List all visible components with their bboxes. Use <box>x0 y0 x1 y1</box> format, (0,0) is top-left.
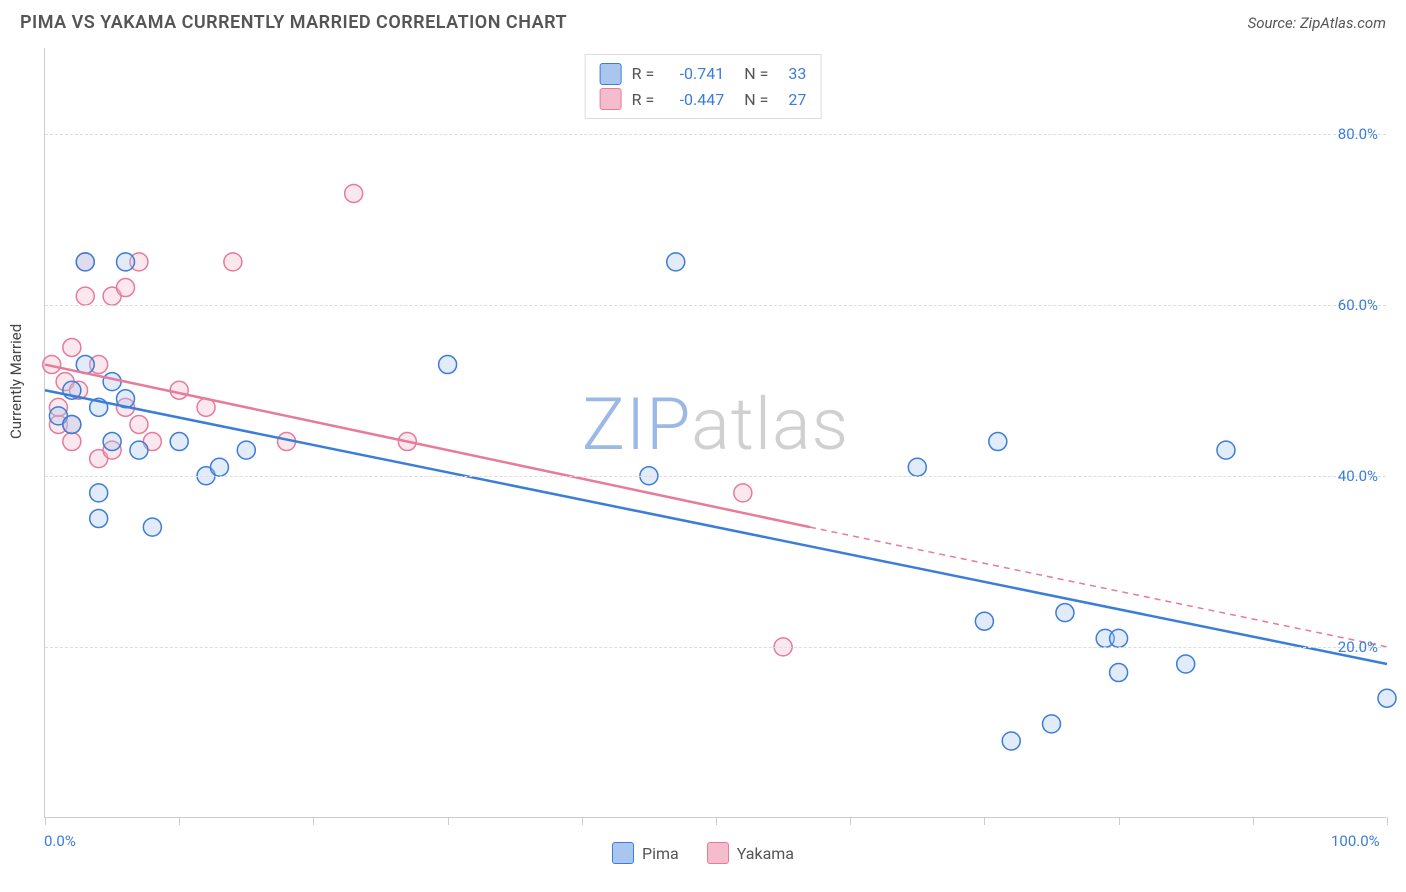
data-point <box>130 441 148 459</box>
data-point <box>1177 655 1195 673</box>
x-tick <box>179 817 180 825</box>
x-tick <box>1253 817 1254 825</box>
data-point <box>90 510 108 528</box>
n-value: 27 <box>778 87 806 113</box>
data-point <box>439 356 457 374</box>
legend-label: Yakama <box>737 844 794 863</box>
data-point <box>224 253 242 271</box>
chart-title: PIMA VS YAKAMA CURRENTLY MARRIED CORRELA… <box>20 12 567 33</box>
x-tick <box>716 817 717 825</box>
r-value: -0.741 <box>664 61 724 87</box>
data-point <box>1378 689 1396 707</box>
data-point <box>667 253 685 271</box>
source-label: Source: ZipAtlas.com <box>1248 14 1386 32</box>
y-tick-label: 20.0% <box>1338 638 1378 656</box>
data-point <box>345 184 363 202</box>
x-tick <box>45 817 46 825</box>
grid-line <box>45 476 1386 477</box>
series-swatch <box>707 842 729 864</box>
y-tick-label: 80.0% <box>1338 125 1378 143</box>
stats-legend-box: R = -0.741 N = 33 R = -0.447 N = 27 <box>585 54 822 119</box>
x-tick <box>984 817 985 825</box>
x-axis-max-label: 100.0% <box>1331 832 1380 850</box>
data-point <box>76 287 94 305</box>
legend-label: Pima <box>642 844 679 863</box>
header: PIMA VS YAKAMA CURRENTLY MARRIED CORRELA… <box>20 12 1386 33</box>
plot-area: ZIPatlas 20.0%40.0%60.0%80.0% <box>44 48 1386 818</box>
x-axis-min-label: 0.0% <box>44 832 76 850</box>
stats-row: R = -0.447 N = 27 <box>600 87 807 113</box>
data-point <box>170 381 188 399</box>
data-point <box>1217 441 1235 459</box>
data-point <box>170 433 188 451</box>
data-point <box>103 433 121 451</box>
series-swatch <box>612 842 634 864</box>
data-point <box>1110 664 1128 682</box>
data-point <box>143 518 161 536</box>
data-point <box>210 458 228 476</box>
grid-line <box>45 305 1386 306</box>
x-tick <box>582 817 583 825</box>
data-point <box>908 458 926 476</box>
data-point <box>117 279 135 297</box>
y-axis-label: Currently Married <box>7 324 25 439</box>
data-point <box>117 253 135 271</box>
x-tick <box>313 817 314 825</box>
n-value: 33 <box>778 61 806 87</box>
chart-container: PIMA VS YAKAMA CURRENTLY MARRIED CORRELA… <box>0 0 1406 892</box>
legend-item: Yakama <box>707 842 794 864</box>
data-point <box>63 338 81 356</box>
series-swatch <box>600 88 622 110</box>
legend-item: Pima <box>612 842 679 864</box>
grid-line <box>45 647 1386 648</box>
data-point <box>975 612 993 630</box>
data-point <box>90 484 108 502</box>
data-point <box>63 415 81 433</box>
data-point <box>734 484 752 502</box>
x-tick <box>850 817 851 825</box>
data-point <box>63 433 81 451</box>
x-tick <box>1119 817 1120 825</box>
data-point <box>237 441 255 459</box>
series-legend: Pima Yakama <box>612 842 794 864</box>
data-point <box>76 253 94 271</box>
series-swatch <box>600 63 622 85</box>
y-tick-label: 40.0% <box>1338 467 1378 485</box>
trend-line <box>810 527 1387 647</box>
stats-row: R = -0.741 N = 33 <box>600 61 807 87</box>
grid-line <box>45 134 1386 135</box>
data-point <box>989 433 1007 451</box>
x-tick <box>1387 817 1388 825</box>
trend-line <box>45 390 1387 664</box>
data-point <box>130 415 148 433</box>
scatter-svg <box>45 48 1386 817</box>
data-point <box>1043 715 1061 733</box>
data-point <box>103 373 121 391</box>
r-value: -0.447 <box>664 87 724 113</box>
data-point <box>1110 629 1128 647</box>
r-label: R = <box>632 87 655 113</box>
data-point <box>1002 732 1020 750</box>
y-tick-label: 60.0% <box>1338 296 1378 314</box>
n-label: N = <box>744 87 768 113</box>
x-tick <box>448 817 449 825</box>
data-point <box>1056 604 1074 622</box>
r-label: R = <box>632 61 655 87</box>
n-label: N = <box>744 61 768 87</box>
